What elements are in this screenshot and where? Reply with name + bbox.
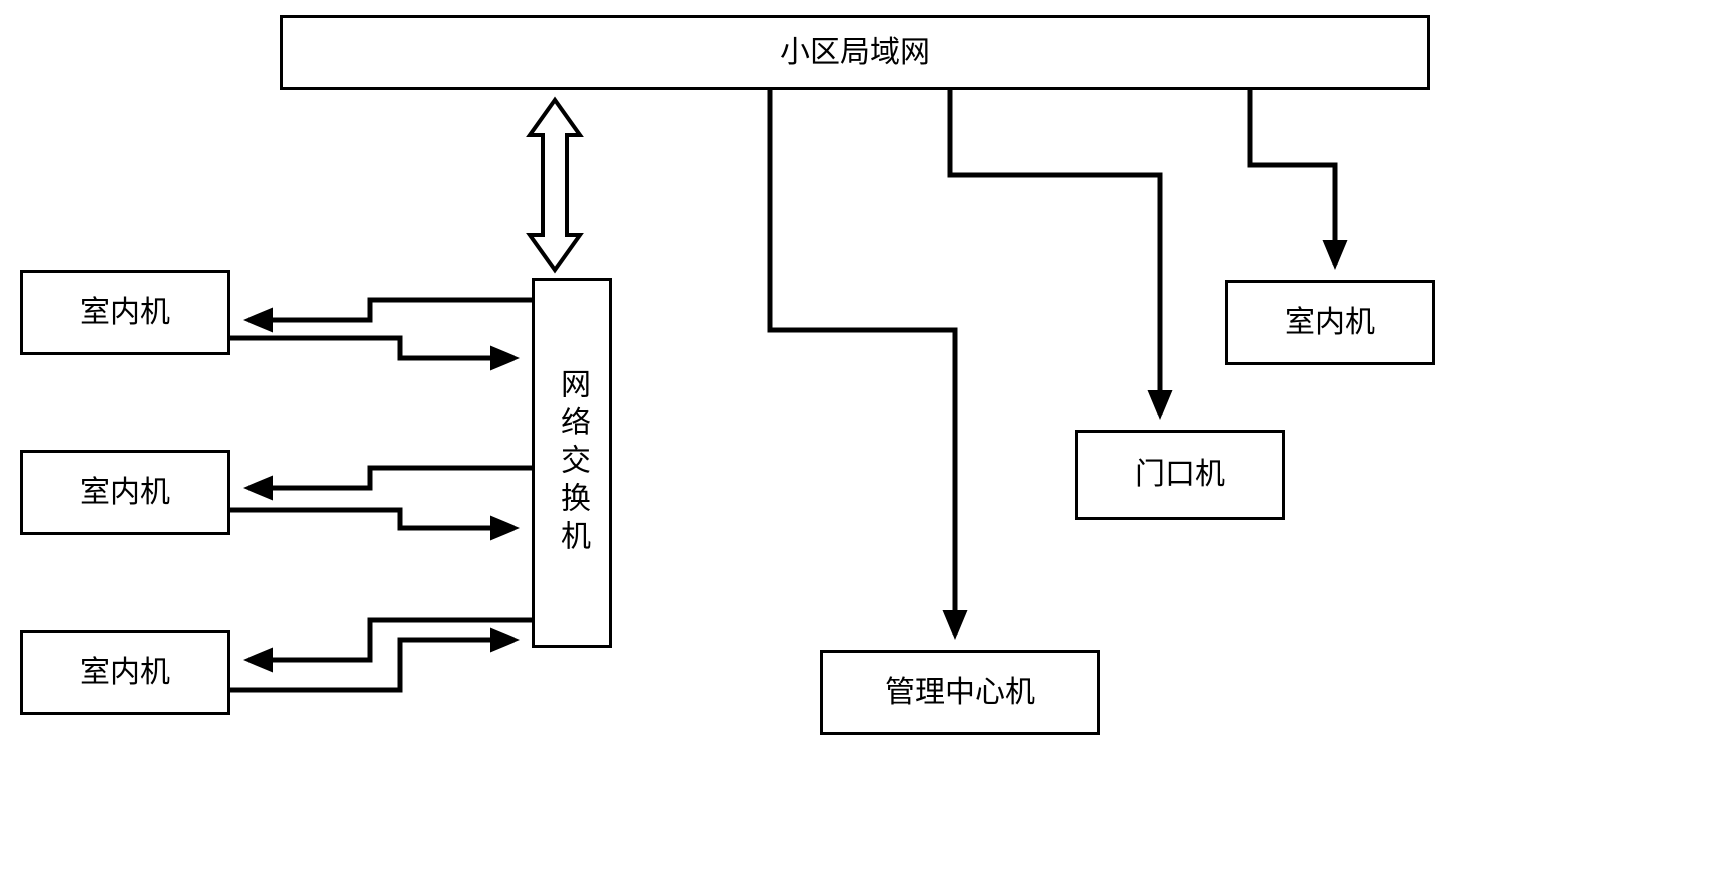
edge-lan-mgmt — [770, 90, 955, 635]
edge-lan-gate — [950, 90, 1160, 415]
node-gate: 门口机 — [1075, 430, 1285, 520]
node-mgmt: 管理中心机 — [820, 650, 1100, 735]
node-indoor1: 室内机 — [20, 270, 230, 355]
node-switch-label: 网络交换机 — [551, 368, 593, 558]
edge-switch-indoor2 — [230, 468, 532, 528]
node-indoor1-label: 室内机 — [80, 292, 170, 334]
node-indoor3: 室内机 — [20, 630, 230, 715]
arrows-layer — [0, 0, 1713, 881]
bidir-arrow-icon — [530, 100, 580, 270]
node-mgmt-label: 管理中心机 — [885, 672, 1035, 714]
node-indoor4-label: 室内机 — [1285, 302, 1375, 344]
edge-switch-indoor1 — [230, 300, 532, 358]
node-indoor2-label: 室内机 — [80, 472, 170, 514]
node-lan-label: 小区局域网 — [780, 32, 930, 74]
edge-switch-indoor3 — [230, 620, 532, 690]
edge-lan-indoor4 — [1250, 90, 1335, 265]
node-indoor3-label: 室内机 — [80, 652, 170, 694]
node-indoor2: 室内机 — [20, 450, 230, 535]
node-switch: 网络交换机 — [532, 278, 612, 648]
node-gate-label: 门口机 — [1135, 454, 1225, 496]
node-indoor4: 室内机 — [1225, 280, 1435, 365]
node-lan: 小区局域网 — [280, 15, 1430, 90]
